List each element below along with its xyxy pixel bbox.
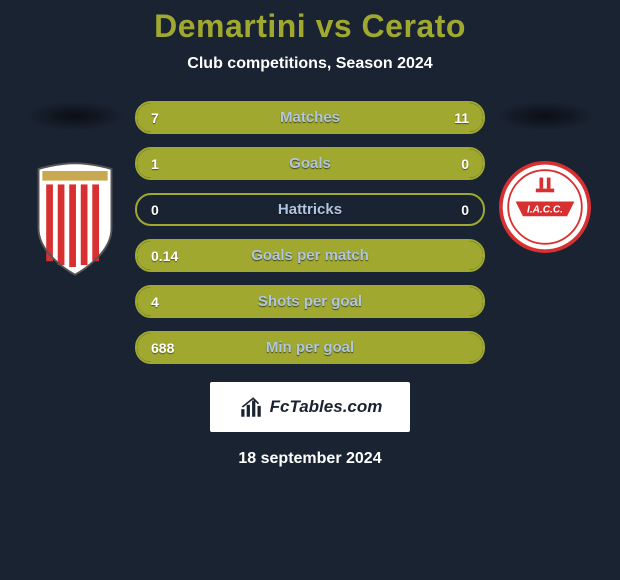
- right-club-crest: I.A.C.C.: [497, 159, 593, 255]
- main-row: 7Matches111Goals00Hattricks00.14Goals pe…: [0, 101, 620, 364]
- stat-value-right: 0: [461, 202, 469, 218]
- stat-bar: 688Min per goal: [135, 331, 485, 364]
- stat-label: Shots per goal: [137, 293, 483, 310]
- chart-icon: [238, 394, 264, 420]
- left-player-col: [15, 101, 135, 279]
- infographic-container: Demartini vs Cerato Club competitions, S…: [0, 0, 620, 468]
- right-player-col: I.A.C.C.: [485, 101, 605, 255]
- stat-bar: 7Matches11: [135, 101, 485, 134]
- stat-value-right: 0: [461, 156, 469, 172]
- svg-text:I.A.C.C.: I.A.C.C.: [527, 205, 563, 216]
- date-label: 18 september 2024: [238, 450, 381, 468]
- stat-label: Matches: [137, 109, 483, 126]
- left-club-crest: [27, 159, 123, 279]
- stat-bar: 1Goals0: [135, 147, 485, 180]
- stats-column: 7Matches111Goals00Hattricks00.14Goals pe…: [135, 101, 485, 364]
- stat-label: Goals: [137, 155, 483, 172]
- stat-label: Min per goal: [137, 339, 483, 356]
- stat-bar: 0.14Goals per match: [135, 239, 485, 272]
- page-subtitle: Club competitions, Season 2024: [187, 55, 432, 73]
- page-title: Demartini vs Cerato: [154, 8, 466, 45]
- source-badge-text: FcTables.com: [270, 397, 383, 417]
- player-shadow: [25, 101, 125, 131]
- stat-label: Hattricks: [137, 201, 483, 218]
- player-shadow: [495, 101, 595, 131]
- source-badge: FcTables.com: [210, 382, 410, 432]
- stat-bar: 4Shots per goal: [135, 285, 485, 318]
- stat-value-right: 11: [454, 110, 469, 126]
- stat-label: Goals per match: [137, 247, 483, 264]
- stat-bar: 0Hattricks0: [135, 193, 485, 226]
